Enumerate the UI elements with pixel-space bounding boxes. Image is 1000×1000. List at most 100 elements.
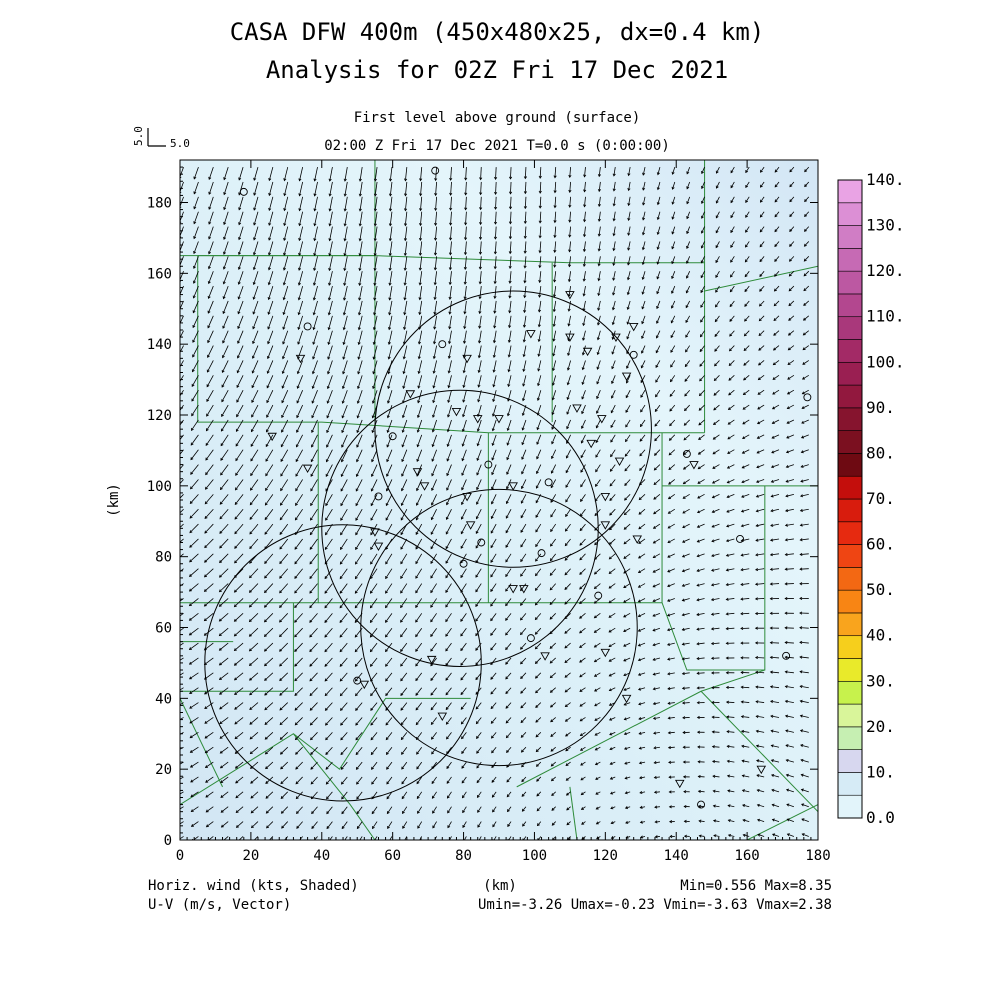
wind-vector: [596, 806, 601, 810]
wind-vector-head: [189, 559, 193, 563]
wind-vector: [701, 211, 705, 219]
wind-vector: [219, 508, 229, 519]
wind-vector: [235, 791, 244, 799]
wind-vector-head: [520, 544, 524, 548]
wind-vector-head: [249, 692, 253, 696]
wind-vector-head: [460, 618, 464, 622]
wind-vector: [611, 375, 616, 384]
wind-vector-head: [626, 277, 630, 281]
wind-vector: [757, 804, 765, 808]
wind-vector-head: [681, 583, 685, 587]
wind-vector: [328, 315, 333, 330]
y-axis-label: (km): [106, 483, 122, 517]
wind-vector: [324, 568, 333, 579]
wind-vector: [757, 404, 765, 410]
wind-vector: [327, 345, 333, 360]
wind-vector: [728, 404, 735, 410]
wind-vector: [598, 256, 601, 266]
wind-vector: [312, 330, 318, 345]
wind-vector-head: [403, 252, 407, 257]
wind-vector: [386, 791, 393, 799]
wind-vector: [671, 271, 676, 279]
wind-vector: [461, 761, 467, 769]
wind-vector-head: [523, 220, 527, 225]
wind-vector-head: [567, 308, 571, 312]
wind-vector: [654, 791, 660, 793]
wind-vector-head: [475, 706, 479, 710]
wind-vector: [325, 523, 333, 535]
wind-vector-head: [358, 193, 362, 197]
wind-vector-head: [206, 398, 210, 403]
wind-vector: [638, 657, 646, 661]
x-axis-label: (km): [483, 878, 517, 894]
wind-vector: [359, 256, 363, 271]
wind-vector-head: [433, 840, 435, 842]
wind-vector-head: [727, 421, 731, 425]
wind-vector-head: [313, 193, 317, 197]
wind-vector-head: [535, 734, 539, 738]
wind-vector-head: [715, 289, 719, 293]
wind-vector: [520, 732, 527, 738]
wind-vector-head: [233, 604, 237, 608]
wind-vector-head: [340, 546, 343, 551]
wind-vector-head: [608, 556, 612, 560]
wind-vector-head: [582, 248, 587, 253]
wind-vector-head: [449, 222, 453, 226]
wind-vector-head: [475, 677, 479, 681]
wind-vector-head: [638, 555, 642, 559]
wind-vector-head: [400, 532, 404, 536]
wind-vector: [757, 834, 765, 837]
wind-vector: [344, 226, 348, 241]
wind-vector-head: [638, 511, 642, 515]
wind-vector: [800, 729, 809, 733]
wind-vector-head: [203, 589, 207, 592]
time-subtitle: 02:00 Z Fri 17 Dec 2021 T=0.0 s (0:00:00…: [324, 138, 670, 154]
wind-vector-head: [233, 648, 237, 652]
wind-vector-head: [711, 700, 715, 705]
wind-vector: [523, 360, 527, 372]
wind-vector-head: [730, 200, 734, 204]
wind-vector-head: [223, 251, 226, 255]
wind-vector: [657, 241, 661, 250]
wind-vector-head: [535, 544, 539, 548]
wind-vector-head: [740, 597, 744, 601]
wind-vector-head: [311, 429, 315, 434]
wind-vector-head: [740, 656, 744, 660]
wind-vector: [389, 211, 393, 226]
wind-vector: [400, 583, 408, 594]
wind-vector-head: [249, 677, 253, 681]
wind-vector: [628, 196, 631, 206]
wind-vector-head: [610, 836, 614, 839]
wind-vector-head: [313, 223, 317, 227]
wind-vector-head: [611, 351, 615, 355]
wind-vector: [236, 419, 244, 432]
wind-vector: [447, 419, 452, 432]
wind-vector: [536, 449, 542, 459]
wind-vector: [756, 449, 765, 454]
wind-vector-head: [520, 705, 524, 709]
wind-vector: [686, 256, 691, 264]
wind-vector-head: [400, 619, 403, 623]
wind-vector-head: [698, 834, 702, 838]
wind-vector-head: [701, 200, 704, 205]
wind-vector-head: [652, 599, 656, 603]
wind-vector: [505, 627, 512, 636]
wind-vector-head: [190, 486, 193, 490]
wind-vector-head: [356, 781, 359, 785]
wind-vector: [627, 256, 631, 265]
wind-vector: [669, 404, 676, 412]
wind-vector-head: [493, 281, 497, 285]
wind-vector: [326, 449, 333, 462]
wind-vector: [477, 404, 482, 417]
wind-vector: [309, 687, 318, 696]
wind-vector-head: [667, 701, 671, 705]
wind-vector-head: [297, 312, 301, 316]
wind-vector: [400, 627, 408, 638]
wind-vector: [698, 434, 705, 440]
wind-vector: [189, 598, 199, 606]
wind-vector: [355, 732, 363, 741]
wind-vector-head: [653, 731, 657, 735]
wind-vector: [613, 167, 616, 176]
wind-vector: [610, 419, 616, 428]
wind-vector-head: [264, 736, 268, 740]
